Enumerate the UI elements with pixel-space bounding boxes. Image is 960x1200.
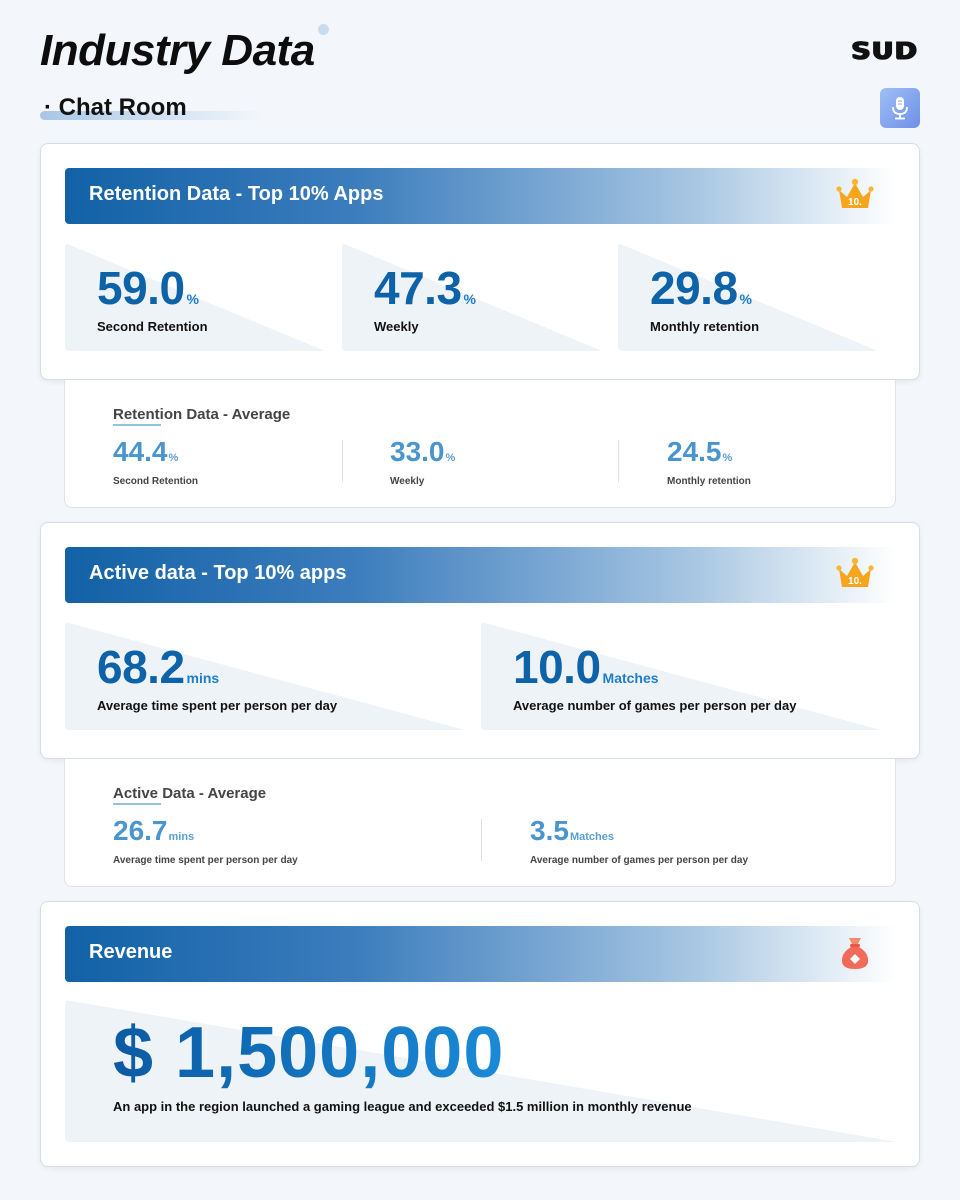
title-underline [113,424,161,426]
retention-top-card: Retention Data - Top 10% Apps 10. 59.0% … [40,143,920,380]
page-title: Industry Data [40,26,315,75]
section-bullet: · [44,94,52,121]
average-metric: 33.0% Weekly [390,436,455,487]
average-value: 24.5 [667,436,722,467]
average-unit: Matches [569,831,614,843]
crown-icon: 10. [836,557,874,587]
revenue-tile: $ 1,500,000 An app in the region launche… [65,1000,897,1142]
average-label: Average number of games per person per d… [530,855,749,866]
average-metric: 24.5% Monthly retention [667,436,751,487]
crown-badge-text: 10. [848,576,862,587]
metric-label: Monthly retention [650,319,760,334]
average-value: 26.7 [113,815,168,846]
metric-label: Weekly [374,319,419,334]
divider [342,440,343,482]
title-decoration-dot [318,24,329,35]
active-average-panel: Active Data - Average 26.7mins Average t… [64,759,896,887]
metric-value: 68.2 [97,641,185,693]
metric-value: 10.0 [513,641,601,693]
brand-logo: SUD [851,38,918,65]
metric-tile: 59.0% Second Retention [65,243,325,351]
active-average-title: Active Data - Average [113,785,267,802]
revenue-note: An app in the region launched a gaming l… [113,1099,692,1114]
metric-tile: 47.3% Weekly [342,243,602,351]
active-top-title: Active data - Top 10% apps [89,562,347,584]
average-value: 33.0 [390,436,445,467]
average-unit: % [445,452,456,464]
metric-label: Average number of games per person per d… [513,698,797,713]
average-metric: 26.7mins Average time spent per person p… [113,815,298,866]
average-value: 3.5 [530,815,569,846]
revenue-card: Revenue $ 1,500,000 An app in the region… [40,901,920,1167]
divider [481,819,482,861]
average-metric: 44.4% Second Retention [113,436,198,487]
metric-value: 59.0 [97,262,185,314]
average-label: Average time spent per person per day [113,855,298,866]
revenue-header: Revenue [65,926,897,982]
title-underline [113,803,161,805]
average-unit: % [168,452,179,464]
metric-tile: 68.2 mins Average time spent per person p… [65,622,465,730]
retention-average-panel: Retention Data - Average 44.4% Second Re… [64,380,896,508]
metric-value: 29.8 [650,262,738,314]
active-top-header: Active data - Top 10% apps 10. [65,547,897,603]
section-label: · Chat Room [40,92,265,126]
average-unit: % [722,452,733,464]
metric-unit: % [739,291,752,307]
metric-label: Average time spent per person per day [97,698,338,713]
average-value: 44.4 [113,436,168,467]
revenue-value: $ 1,500,000 [113,1013,505,1093]
metric-unit: % [186,291,199,307]
crown-icon: 10. [836,178,874,208]
average-label: Second Retention [113,476,199,487]
section-label-highlight [40,111,265,120]
divider [618,440,619,482]
active-top-card: Active data - Top 10% apps 10. 68.2 mins … [40,522,920,759]
metric-tile: 10.0 Matches Average number of games per … [481,622,881,730]
revenue-title: Revenue [89,941,173,963]
retention-average-title: Retention Data - Average [113,406,291,423]
average-unit: mins [168,831,195,843]
retention-top-title: Retention Data - Top 10% Apps [89,183,384,205]
metric-unit: % [463,291,476,307]
metric-unit: Matches [602,670,659,686]
metric-label: Second Retention [97,319,208,334]
metric-value: 47.3 [374,262,462,314]
metric-tile: 29.8% Monthly retention [618,243,878,351]
section-label-text: Chat Room [58,94,187,121]
average-label: Weekly [390,476,425,487]
average-metric: 3.5Matches Average number of games per p… [530,815,748,866]
metric-unit: mins [186,670,220,686]
money-bag-icon [841,938,869,969]
microphone-icon[interactable] [880,88,920,128]
average-label: Monthly retention [667,476,751,487]
retention-top-header: Retention Data - Top 10% Apps 10. [65,168,897,224]
crown-badge-text: 10. [848,197,862,208]
